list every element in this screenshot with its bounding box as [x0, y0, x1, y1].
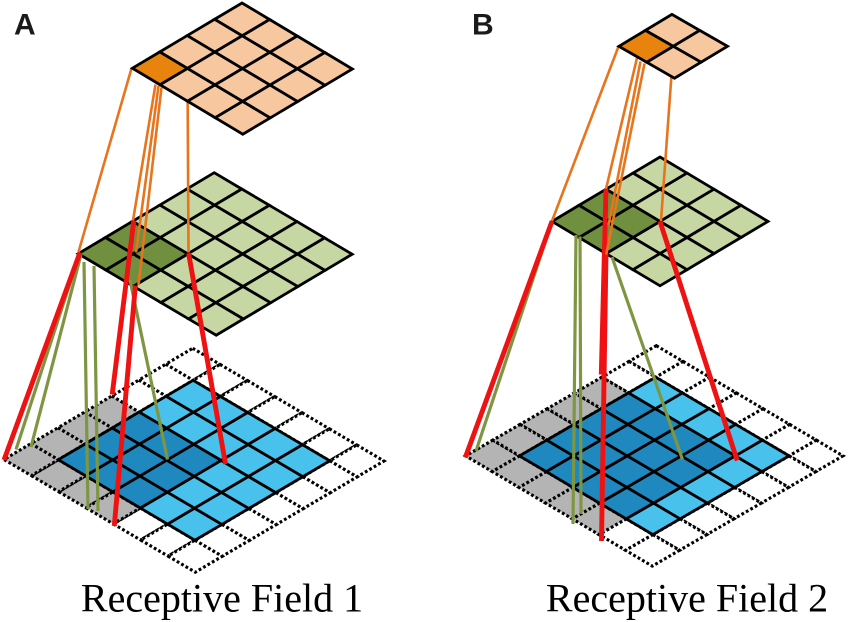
- svg-text:B: B: [472, 9, 494, 42]
- svg-text:Receptive Field 1: Receptive Field 1: [81, 575, 363, 620]
- svg-text:Receptive Field 2: Receptive Field 2: [546, 575, 828, 620]
- svg-text:A: A: [14, 9, 36, 42]
